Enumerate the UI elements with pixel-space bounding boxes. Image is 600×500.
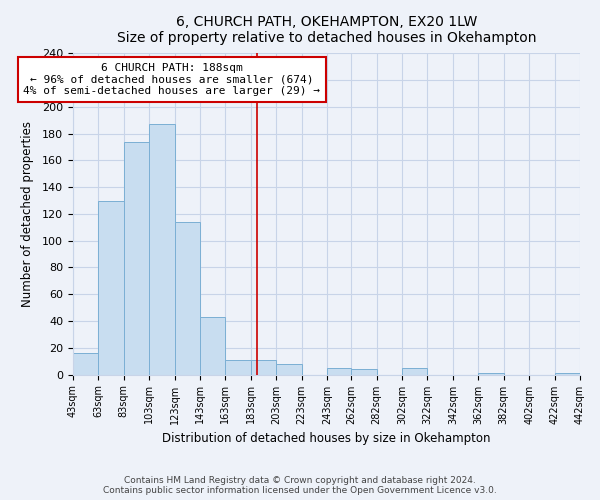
Bar — [149, 124, 175, 374]
X-axis label: Distribution of detached houses by size in Okehampton: Distribution of detached houses by size … — [162, 432, 491, 445]
Bar — [554, 373, 580, 374]
Title: 6, CHURCH PATH, OKEHAMPTON, EX20 1LW
Size of property relative to detached house: 6, CHURCH PATH, OKEHAMPTON, EX20 1LW Siz… — [116, 15, 536, 45]
Bar — [73, 353, 98, 374]
Bar — [251, 360, 276, 374]
Text: Contains HM Land Registry data © Crown copyright and database right 2024.
Contai: Contains HM Land Registry data © Crown c… — [103, 476, 497, 495]
Bar — [226, 360, 251, 374]
Bar — [276, 364, 302, 374]
Bar — [478, 373, 504, 374]
Bar — [98, 200, 124, 374]
Bar — [327, 368, 351, 374]
Bar — [200, 317, 226, 374]
Bar — [402, 368, 427, 374]
Y-axis label: Number of detached properties: Number of detached properties — [20, 121, 34, 307]
Text: 6 CHURCH PATH: 188sqm
← 96% of detached houses are smaller (674)
4% of semi-deta: 6 CHURCH PATH: 188sqm ← 96% of detached … — [23, 63, 320, 96]
Bar — [175, 222, 200, 374]
Bar — [124, 142, 149, 374]
Bar — [351, 369, 377, 374]
